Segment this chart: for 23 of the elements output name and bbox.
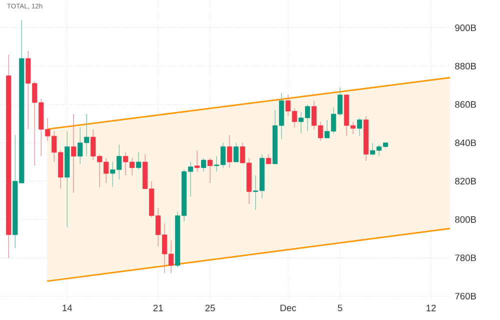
y-tick-label: 880B <box>455 62 476 70</box>
candlestick <box>234 142 239 162</box>
y-tick-label: 760B <box>455 292 476 300</box>
candlestick <box>136 152 142 170</box>
x-tick-label: 25 <box>205 304 215 312</box>
y-tick-label: 900B <box>455 24 476 32</box>
x-tick-label: 14 <box>62 304 72 312</box>
candlestick <box>357 118 362 136</box>
x-tick-label: 12 <box>426 304 436 312</box>
candlestick <box>266 154 272 164</box>
candlestick <box>201 158 206 172</box>
y-tick-label: 820B <box>455 178 476 184</box>
x-tick-label: 5 <box>338 304 342 312</box>
y-tick-label: 840B <box>455 140 476 146</box>
y-tick-label: 800B <box>455 216 476 223</box>
y-tick-label: 780B <box>455 254 476 262</box>
candlestick <box>227 134 232 168</box>
candlestick <box>194 150 200 172</box>
x-tick-label: Dec <box>280 304 296 312</box>
x-tick-label: 21 <box>153 304 163 312</box>
candlestick <box>71 114 76 193</box>
candlestick <box>208 158 213 184</box>
y-tick-label: 860B <box>455 101 476 108</box>
